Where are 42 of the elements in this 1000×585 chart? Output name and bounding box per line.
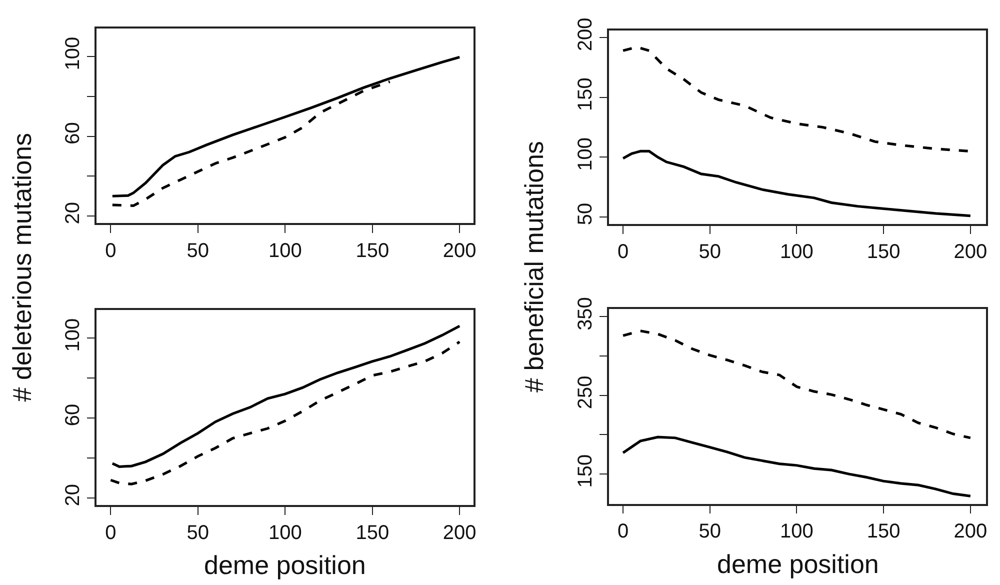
x-tick-label: 100 xyxy=(780,520,814,543)
x-tick-label: 100 xyxy=(268,522,302,544)
line-series xyxy=(622,330,972,440)
line-series xyxy=(109,340,461,486)
y-tick-label: 60 xyxy=(62,122,84,144)
x-tick-label: 200 xyxy=(954,520,988,543)
y-tick-label: 50 xyxy=(574,202,596,226)
x-tick-label: 100 xyxy=(268,240,302,262)
x-axis-title: deme position xyxy=(204,550,366,580)
y-tick-label: 60 xyxy=(62,404,84,426)
line-series xyxy=(622,150,972,218)
x-tick-label: 0 xyxy=(105,240,116,262)
line-series xyxy=(111,324,461,468)
x-tick-label: 200 xyxy=(442,240,476,262)
x-tick-label: 200 xyxy=(442,522,476,544)
y-tick-label: 200 xyxy=(574,18,596,52)
x-tick-label: 100 xyxy=(780,240,814,263)
x-tick-label: 150 xyxy=(356,522,390,544)
y-tick-label: 150 xyxy=(574,78,596,112)
x-tick-label: 50 xyxy=(698,240,722,263)
y-tick-label: 150 xyxy=(574,454,596,488)
x-tick-label: 200 xyxy=(954,240,988,263)
y-tick-label: 100 xyxy=(574,137,596,171)
y-tick-label: 250 xyxy=(574,376,596,410)
y-tick-label: 350 xyxy=(574,297,596,330)
x-axis-title: deme position xyxy=(717,549,879,579)
line-series xyxy=(622,436,972,498)
y-tick-label: 20 xyxy=(62,484,84,506)
x-tick-label: 150 xyxy=(866,520,900,543)
y-tick-label: 100 xyxy=(62,318,84,352)
y-tick-label: 100 xyxy=(62,36,84,70)
y-axis-title: # beneficial mutations xyxy=(519,140,550,392)
x-tick-label: 0 xyxy=(617,520,629,543)
y-tick-label: 20 xyxy=(62,202,84,224)
x-tick-label: 150 xyxy=(356,240,390,262)
x-tick-label: 50 xyxy=(186,240,210,262)
x-tick-label: 50 xyxy=(698,520,722,543)
x-tick-label: 0 xyxy=(105,522,116,544)
x-tick-label: 50 xyxy=(186,522,210,544)
y-axis-title: # deleterious mutations xyxy=(7,132,38,402)
x-tick-label: 150 xyxy=(866,240,900,263)
x-tick-label: 0 xyxy=(617,240,629,263)
